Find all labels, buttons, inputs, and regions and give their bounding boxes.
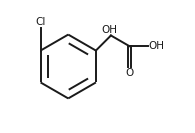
Text: OH: OH: [149, 41, 165, 51]
Text: Cl: Cl: [35, 17, 46, 27]
Text: OH: OH: [102, 25, 118, 35]
Text: O: O: [125, 68, 134, 78]
